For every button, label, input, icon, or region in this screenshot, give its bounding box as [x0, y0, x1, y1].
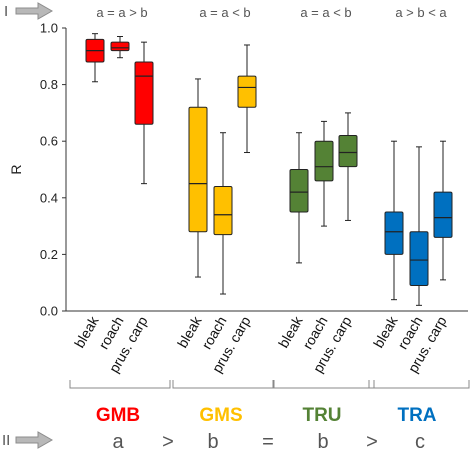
- y-tick-label: 0.2: [40, 247, 58, 262]
- box-tru-2-box: [338, 135, 358, 168]
- group-relation-tru: a = a < b: [300, 5, 351, 20]
- y-tick-label: 0.0: [40, 304, 58, 319]
- group-name-gmb: GMB: [96, 405, 140, 426]
- group-name-gms: GMS: [199, 405, 242, 426]
- box-tra-0-box: [384, 211, 404, 255]
- box-gmb-2-box: [134, 61, 154, 125]
- box-gms-0-box: [188, 106, 208, 233]
- arrow-bottom-icon: [15, 431, 54, 449]
- y-tick-label: 0.8: [40, 77, 58, 92]
- group-bracket-gmb: [69, 380, 171, 389]
- y-tick-label: 1.0: [40, 21, 58, 36]
- group-relation-gms: a = a < b: [199, 5, 250, 20]
- group-relation-tra: a > b < a: [395, 5, 447, 20]
- y-tick-label: 0.6: [40, 134, 58, 149]
- bottom-relation-token: b: [317, 431, 328, 452]
- box-tra-1-box: [409, 231, 429, 287]
- box-gms-2-box: [237, 75, 257, 108]
- group-relation-gmb: a = a > b: [96, 5, 147, 20]
- group-bracket-gms: [172, 380, 274, 389]
- bottom-relation-token: b: [207, 431, 218, 452]
- group-bracket-tra: [368, 380, 470, 389]
- arrow-top-icon: [15, 2, 54, 20]
- box-gms-1-box: [213, 185, 233, 236]
- bottom-relation-token: c: [415, 431, 425, 452]
- bottom-relation-token: a: [112, 431, 124, 452]
- group-bracket-tru: [273, 380, 375, 389]
- marker-top-label: I: [4, 3, 8, 20]
- bottom-relation-token: =: [262, 431, 274, 452]
- marker-bottom-label: II: [2, 432, 10, 449]
- bottom-relation-token: >: [366, 431, 378, 452]
- group-name-tra: TRA: [397, 405, 436, 426]
- box-tru-0-box: [289, 169, 309, 213]
- bottom-relation-token: >: [162, 431, 174, 452]
- box-gmb-1-box: [110, 41, 130, 52]
- y-tick-label: 0.4: [40, 190, 58, 205]
- box-tru-1-box: [314, 140, 334, 182]
- y-axis-label: R: [8, 164, 24, 174]
- group-name-tru: TRU: [302, 405, 341, 426]
- box-tra-2-box: [433, 191, 453, 238]
